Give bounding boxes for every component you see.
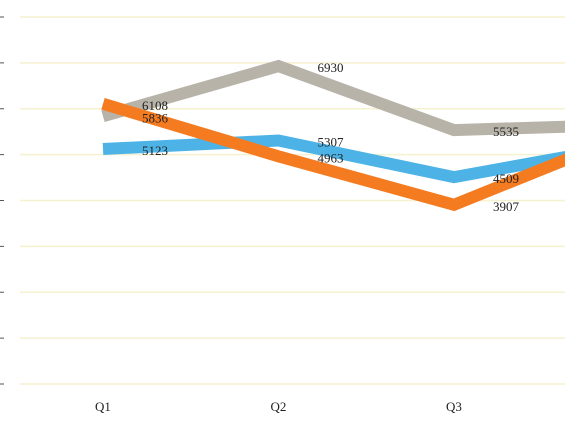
data-label: 4963	[318, 150, 344, 165]
data-label: 3907	[493, 199, 520, 214]
x-tick-label: Q3	[446, 399, 462, 414]
data-label: 6930	[318, 60, 344, 75]
series-line	[101, 59, 565, 137]
data-label: 4509	[493, 171, 519, 186]
x-tick-label: Q2	[271, 399, 287, 414]
x-tick-label: Q1	[95, 399, 111, 414]
data-label: 5836	[142, 110, 169, 125]
data-label: 6108	[142, 98, 168, 113]
data-label: 5535	[493, 124, 519, 139]
series-line	[101, 98, 565, 212]
data-label: 5123	[142, 143, 168, 158]
series-line	[102, 134, 565, 184]
data-label: 5307	[318, 135, 345, 150]
